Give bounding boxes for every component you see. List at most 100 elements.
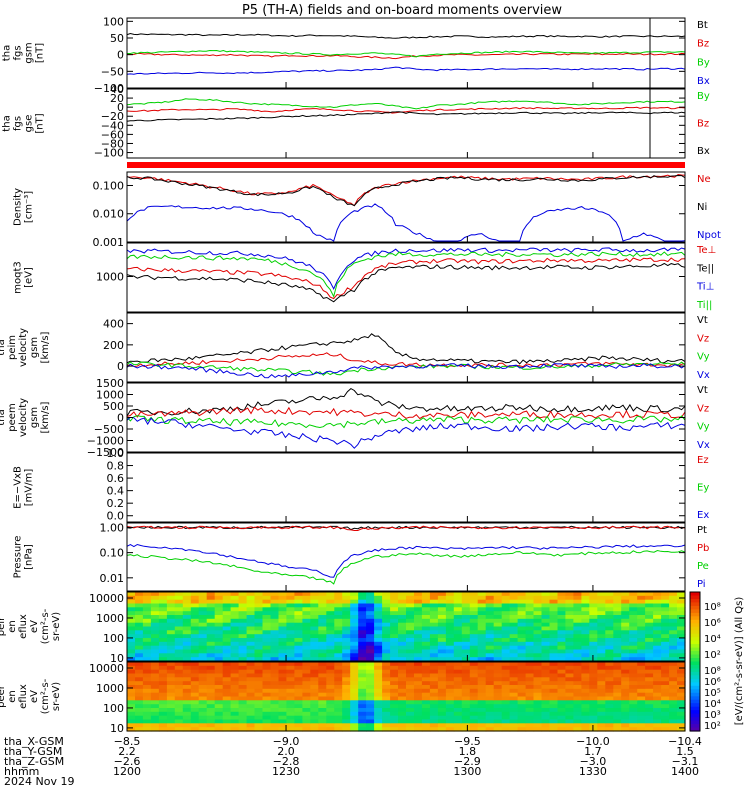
spec-cell xyxy=(613,649,622,654)
spec-cell xyxy=(150,704,160,709)
ytick-label: 1500 xyxy=(96,377,124,390)
spec-cell xyxy=(645,615,654,620)
spec-cell xyxy=(350,595,359,601)
spec-cell xyxy=(589,696,598,701)
spec-cell xyxy=(310,665,319,671)
spec-cell xyxy=(621,638,630,643)
spec-cell xyxy=(190,685,200,690)
spec-cell xyxy=(326,641,335,647)
spec-cell xyxy=(469,692,479,698)
spec-cell xyxy=(414,704,423,709)
spec-cell xyxy=(350,692,359,698)
spec-cell xyxy=(661,700,670,705)
spec-cell xyxy=(653,696,662,701)
ytick-label: 50 xyxy=(110,32,124,45)
spec-cell xyxy=(501,595,511,601)
spec-cell xyxy=(477,653,487,658)
spec-cell xyxy=(469,603,479,608)
spec-cell xyxy=(589,657,598,662)
spec-cell xyxy=(509,669,519,675)
ytick-label: −500 xyxy=(94,423,124,436)
spec-cell xyxy=(350,630,359,635)
spec-cell xyxy=(150,595,160,601)
xtick-label: −8.5 xyxy=(114,735,141,748)
colorbar-segment xyxy=(690,616,700,621)
spec-cell xyxy=(621,719,630,724)
spec-cell xyxy=(421,688,431,694)
spec-cell xyxy=(142,657,152,662)
spec-cell xyxy=(190,615,200,620)
spec-cell xyxy=(127,708,136,713)
spec-cell xyxy=(557,708,567,713)
spec-cell xyxy=(613,611,622,616)
spec-cell xyxy=(653,630,662,635)
spec-cell xyxy=(637,645,646,651)
spec-cell xyxy=(485,634,495,639)
spec-cell xyxy=(429,688,439,694)
spec-cell xyxy=(270,708,280,713)
spec-cell xyxy=(589,615,598,620)
spec-cell xyxy=(637,685,646,690)
spec-cell xyxy=(334,657,343,662)
spec-cell xyxy=(230,638,240,643)
spec-cell xyxy=(310,599,319,605)
spec-cell xyxy=(573,704,582,709)
spec-cell xyxy=(246,677,256,682)
spec-cell xyxy=(270,607,280,612)
spec-cell xyxy=(557,715,567,721)
spec-cell xyxy=(453,681,463,686)
spec-cell xyxy=(406,708,415,713)
spec-cell xyxy=(302,592,311,597)
spec-cell xyxy=(326,595,335,601)
spec-cell xyxy=(437,595,447,601)
colorbar-segment xyxy=(690,623,700,628)
spec-cell xyxy=(390,641,399,647)
spec-cell xyxy=(453,607,463,612)
spec-cell xyxy=(406,715,415,721)
spec-cell xyxy=(374,673,383,678)
spec-cell xyxy=(198,611,208,616)
spec-cell xyxy=(453,677,463,682)
spec-cell xyxy=(182,688,192,694)
spec-cell xyxy=(318,708,327,713)
spec-cell xyxy=(270,626,280,631)
spec-cell xyxy=(294,711,303,717)
spec-cell xyxy=(374,692,383,698)
spec-cell xyxy=(581,603,590,608)
spec-cell xyxy=(525,723,535,728)
spec-cell xyxy=(166,634,176,639)
spec-cell xyxy=(509,696,519,701)
spec-cell xyxy=(358,719,367,724)
spec-cell xyxy=(318,657,327,662)
spec-cell xyxy=(238,727,248,732)
spec-cell xyxy=(629,630,638,635)
spec-cell xyxy=(214,630,224,635)
spec-cell xyxy=(565,727,574,732)
ylabel-fgs_gsm: tha fgs gsm [nT] xyxy=(2,42,46,63)
spec-cell xyxy=(421,641,431,647)
spec-cell xyxy=(294,622,303,628)
spec-cell xyxy=(414,615,423,620)
spec-cell xyxy=(135,665,144,671)
spec-cell xyxy=(182,692,192,698)
spec-cell xyxy=(613,641,622,647)
spec-cell xyxy=(461,711,471,717)
spec-cell xyxy=(150,618,160,624)
spec-cell xyxy=(525,696,535,701)
spec-cell xyxy=(669,708,678,713)
spec-cell xyxy=(661,692,670,698)
spec-cell xyxy=(477,622,487,628)
spec-cell xyxy=(597,653,606,658)
spec-cell xyxy=(198,704,208,709)
spec-cell xyxy=(302,727,311,732)
spec-cell xyxy=(621,595,630,601)
spec-cell xyxy=(310,630,319,635)
spec-cell xyxy=(222,662,232,667)
spec-cell xyxy=(158,662,168,667)
spec-cell xyxy=(605,599,614,605)
spec-cell xyxy=(135,653,144,658)
spec-cell xyxy=(174,681,184,686)
spec-cell xyxy=(206,696,216,701)
spec-cell xyxy=(158,607,168,612)
spec-cell xyxy=(661,711,670,717)
